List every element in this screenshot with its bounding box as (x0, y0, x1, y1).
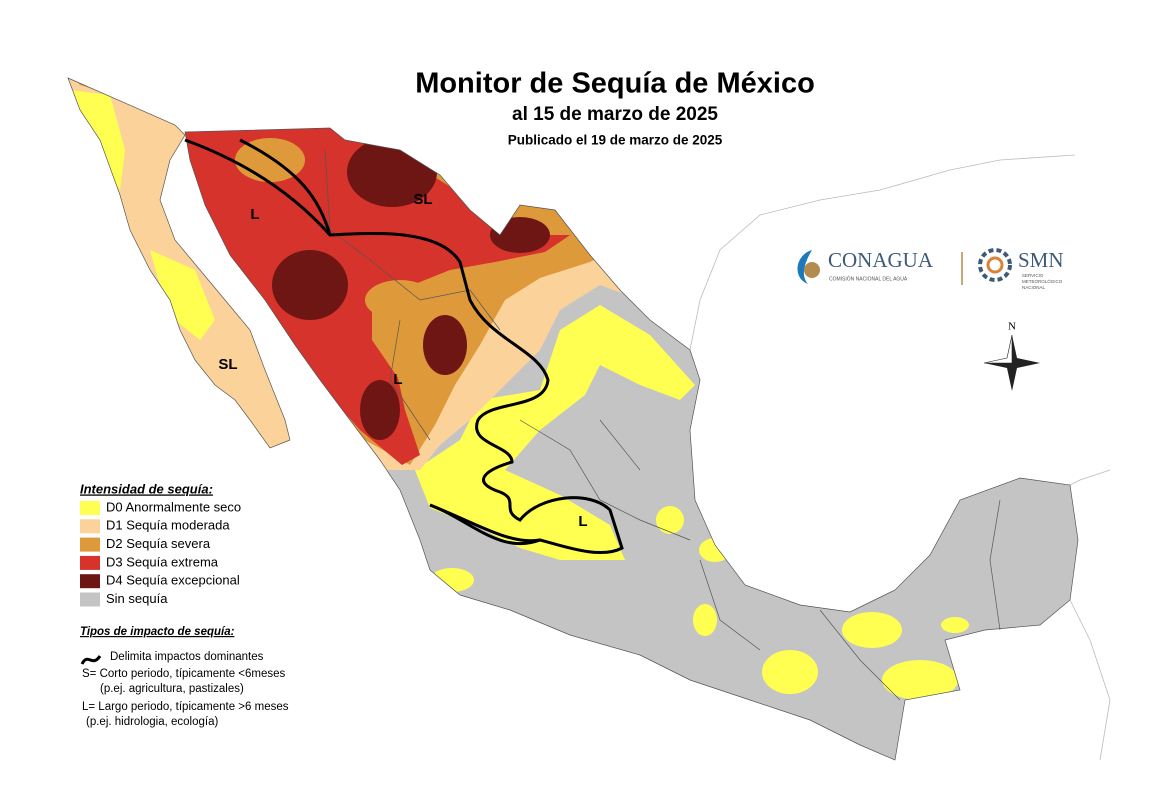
impact-title: Tipos de impacto de sequía: (80, 626, 235, 638)
impact-item: L= Largo periodo, típicamente >6 meses (82, 701, 289, 713)
legend-label: D3 Sequía extrema (106, 554, 219, 569)
subtitle: al 15 de marzo de 2025 (512, 104, 718, 125)
impact-item: (p.ej. agricultura, pastizales) (100, 683, 244, 695)
legend-swatch (80, 574, 100, 589)
impact-item: S= Corto periodo, típicamente <6meses (82, 668, 286, 680)
impact-item: (p.ej. hidrologia, ecología) (86, 716, 218, 728)
map-label: L (393, 371, 402, 388)
map-labels: L SL SL L L (218, 191, 587, 530)
legend-swatch (80, 501, 100, 515)
smn-subtitle: METEOROLÓGICO (1022, 278, 1063, 284)
legend-swatch (80, 592, 100, 607)
map-label: SL (218, 356, 237, 373)
smn-name: SMN (1018, 248, 1064, 272)
smn-subtitle: SERVICIO (1022, 273, 1044, 278)
legend-swatch (80, 537, 100, 552)
legend-label: D4 Sequía excepcional (106, 573, 240, 588)
conagua-logo: CONAGUA COMISIÓN NACIONAL DEL AGUA SMN S… (797, 248, 1064, 290)
legend-label: D0 Anormalmente seco (106, 499, 241, 514)
title: Monitor de Sequía de México (415, 68, 815, 100)
legend-label: D2 Sequía severa (106, 536, 211, 551)
legend-label: D1 Sequía moderada (106, 518, 230, 533)
map-label: L (578, 513, 587, 530)
legend: Intensidad de sequía: D0 Anormalmente se… (80, 481, 241, 607)
legend-label: Sin sequía (106, 591, 168, 606)
compass-north: N (1008, 321, 1016, 333)
impact-legend: Tipos de impacto de sequía: Delimita imp… (80, 626, 289, 728)
conagua-name: CONAGUA (828, 248, 934, 272)
legend-swatch (80, 519, 100, 534)
impact-boundaries (184, 138, 624, 555)
conagua-subtitle: COMISIÓN NACIONAL DEL AGUA (829, 275, 908, 282)
legend-swatch (80, 555, 100, 570)
impact-item: Delimita impactos dominantes (110, 651, 264, 663)
compass: N (983, 321, 1040, 391)
smn-subtitle: NACIONAL (1022, 285, 1046, 290)
map-label: L (250, 206, 259, 223)
state-borders (67, 77, 1079, 761)
published-date: Publicado el 19 de marzo de 2025 (508, 133, 723, 148)
map-label: SL (413, 191, 432, 208)
legend-title: Intensidad de sequía: (80, 481, 213, 496)
